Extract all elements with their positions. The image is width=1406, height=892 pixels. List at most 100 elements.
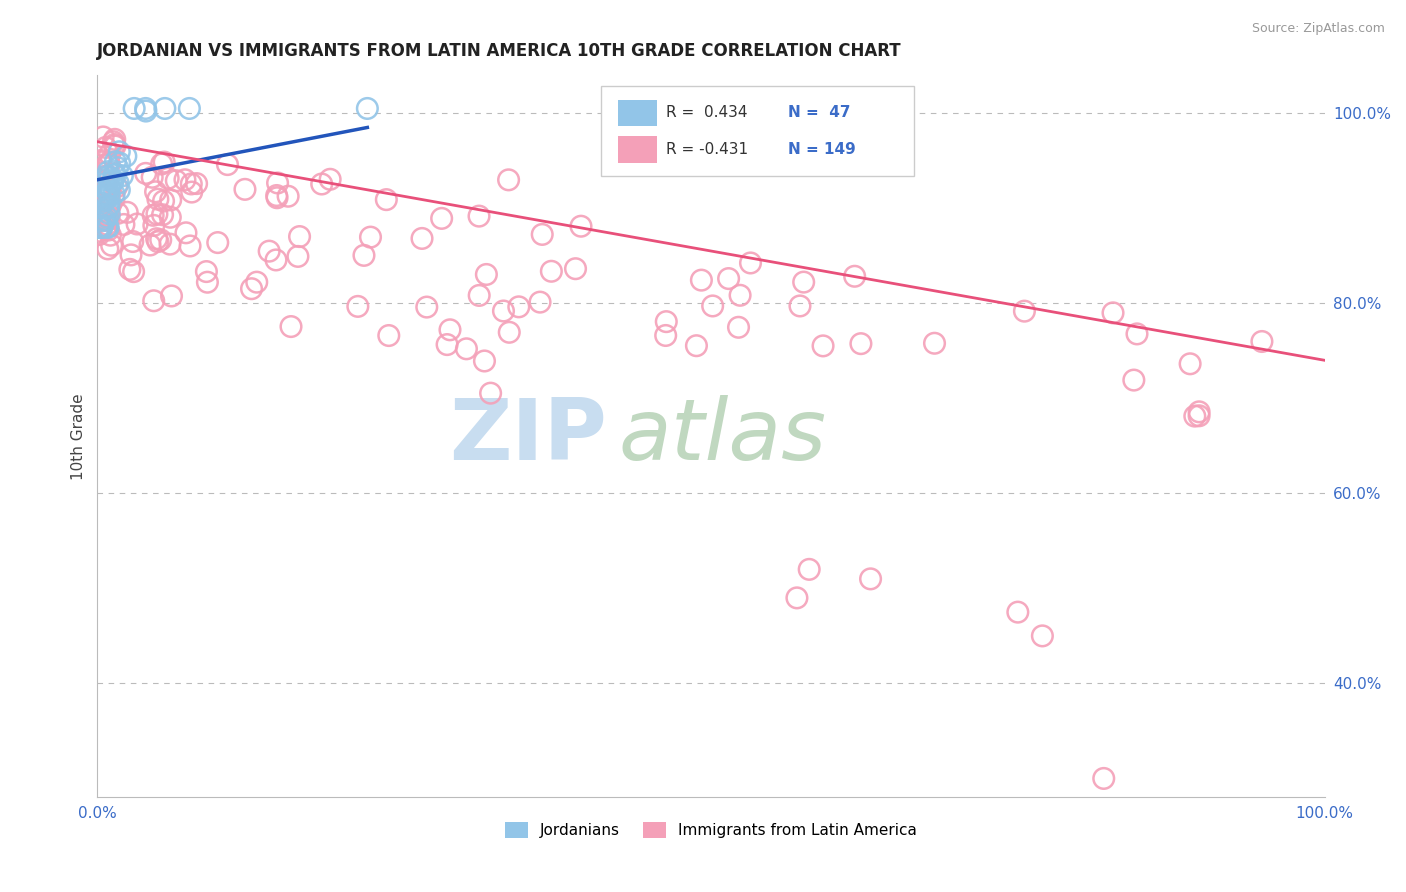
Point [690, 273, 713, 287]
Point [96, 179, 118, 194]
Point [789, 299, 811, 313]
Point [104, 154, 127, 169]
Point [97, 223, 120, 237]
Point [468, 209, 491, 223]
Point [139, 238, 162, 252]
Point [186, 177, 208, 191]
Point [107, 176, 129, 190]
Point [122, 265, 145, 279]
Point [96, 220, 118, 235]
Point [475, 268, 498, 282]
Point [1014, 304, 1036, 318]
Point [217, 157, 239, 171]
Point [100, 228, 122, 243]
Point [108, 145, 131, 159]
Point [89, 154, 111, 169]
Point [1251, 334, 1274, 349]
Point [87, 220, 110, 235]
Point [740, 256, 762, 270]
Point [360, 230, 382, 244]
Point [90, 220, 112, 235]
Point [1126, 326, 1149, 341]
Point [87, 211, 110, 226]
Point [107, 206, 129, 220]
Point [266, 191, 288, 205]
Point [159, 211, 181, 225]
Point [96, 169, 118, 184]
Point [89, 224, 111, 238]
Point [160, 289, 183, 303]
Point [849, 336, 872, 351]
Point [479, 386, 502, 401]
FancyBboxPatch shape [600, 86, 914, 177]
Point [96, 169, 118, 184]
Point [103, 186, 125, 201]
Point [87, 227, 110, 242]
Point [288, 229, 311, 244]
Point [311, 177, 333, 191]
Point [112, 218, 135, 232]
Point [91, 213, 114, 227]
Point [246, 275, 269, 289]
FancyBboxPatch shape [617, 100, 657, 126]
Point [101, 175, 124, 189]
Point [98, 157, 121, 171]
Text: JORDANIAN VS IMMIGRANTS FROM LATIN AMERICA 10TH GRADE CORRELATION CHART: JORDANIAN VS IMMIGRANTS FROM LATIN AMERI… [97, 42, 903, 60]
Point [492, 304, 515, 318]
Point [96, 157, 118, 171]
Point [98, 179, 121, 194]
Point [179, 239, 201, 253]
Point [115, 149, 138, 163]
Point [96, 186, 118, 201]
Point [529, 295, 551, 310]
Point [233, 182, 256, 196]
Y-axis label: 10th Grade: 10th Grade [72, 393, 86, 480]
Point [91, 166, 114, 180]
Point [96, 177, 118, 191]
Point [347, 299, 370, 313]
Point [104, 132, 127, 146]
Point [96, 218, 118, 232]
Point [1178, 357, 1201, 371]
Point [159, 193, 181, 207]
Point [654, 328, 676, 343]
Point [728, 288, 751, 302]
Point [153, 102, 176, 116]
Point [266, 176, 288, 190]
Point [456, 342, 478, 356]
Point [685, 339, 707, 353]
Point [135, 102, 157, 116]
Point [174, 226, 197, 240]
Point [146, 192, 169, 206]
Point [98, 209, 121, 223]
Text: N =  47: N = 47 [789, 105, 851, 120]
Point [97, 164, 120, 178]
Point [146, 207, 169, 221]
Point [430, 211, 453, 226]
Point [121, 235, 143, 249]
Point [103, 192, 125, 206]
Point [180, 185, 202, 199]
Point [280, 319, 302, 334]
Point [165, 174, 187, 188]
Point [264, 252, 287, 267]
Point [498, 173, 520, 187]
Point [793, 275, 815, 289]
Text: R =  0.434: R = 0.434 [665, 105, 747, 120]
Point [97, 220, 120, 235]
Point [180, 177, 202, 191]
Point [152, 194, 174, 208]
Point [127, 217, 149, 231]
Point [94, 187, 117, 202]
Text: atlas: atlas [619, 395, 827, 478]
Point [179, 102, 201, 116]
Point [94, 212, 117, 227]
Point [97, 242, 120, 256]
Point [96, 186, 118, 201]
Point [508, 300, 530, 314]
Point [120, 248, 142, 262]
Point [195, 264, 218, 278]
Point [197, 275, 219, 289]
Point [145, 185, 167, 199]
Point [1102, 306, 1125, 320]
